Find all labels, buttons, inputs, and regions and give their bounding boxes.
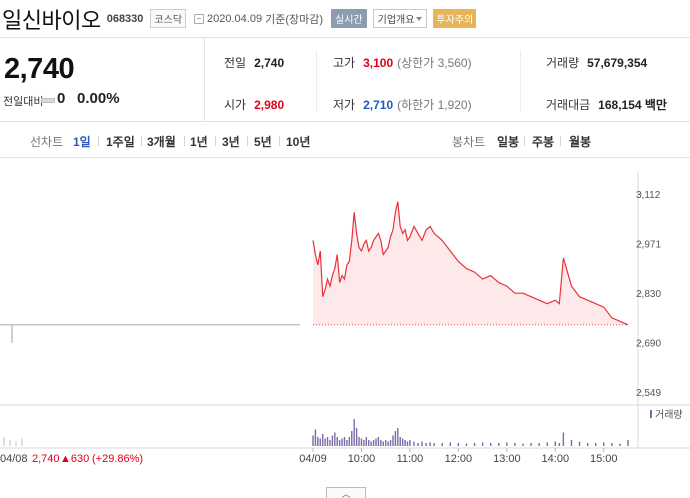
- realtime-button[interactable]: 실시간: [331, 9, 367, 28]
- investment-warning-badge: 투자주의: [433, 9, 477, 28]
- change-rate: 0.00%: [77, 90, 120, 107]
- low-price: 저가 2,710 (하한가 1,920): [333, 96, 472, 113]
- prev-close: 전일 2,740: [224, 54, 284, 71]
- x-tick-label: 04/09: [299, 453, 327, 465]
- divider: [524, 136, 525, 146]
- prev-close-value: 2,740: [254, 56, 285, 70]
- lower-limit-note: (하한가 1,920): [397, 98, 472, 112]
- price-area-fill: [313, 201, 628, 325]
- tab-1y[interactable]: 1년: [190, 135, 208, 149]
- y-tick-label: 2,690: [636, 338, 661, 349]
- x-tick-label: 10:00: [348, 453, 376, 465]
- price-chart-svg: 3,112 2,971 2,830 2,690 2,549 거래량 04/09 10:00…: [0, 172, 690, 465]
- stock-code: 068330: [106, 12, 144, 25]
- stock-name: 일신바이오: [2, 8, 101, 34]
- volume-label: 거래량: [546, 56, 580, 70]
- divider: [215, 136, 216, 146]
- high-price-value: 3,100: [363, 56, 394, 70]
- open-price: 시가 2,980: [224, 96, 284, 113]
- collapse-handle[interactable]: ︿: [326, 487, 366, 498]
- intraday-chart[interactable]: 3,112 2,971 2,830 2,690 2,549 거래량 04/09 10:00…: [0, 158, 690, 498]
- company-overview-label: 기업개요: [377, 15, 415, 26]
- low-price-label: 저가: [333, 98, 356, 112]
- divider: [141, 136, 142, 146]
- asof-date: 2020.04.09: [207, 12, 263, 25]
- x-tick-label: 11:00: [397, 453, 424, 465]
- prev-day-close: 2,740: [32, 453, 60, 465]
- period-selector: 선차트 1일 1주일 3개월 1년 3년 5년 10년 봉차트 일봉 주봉 월봉: [0, 122, 690, 158]
- tab-3y[interactable]: 3년: [222, 135, 240, 149]
- tab-daily-candle[interactable]: 일봉: [497, 135, 520, 149]
- open-price-label: 시가: [224, 98, 247, 112]
- caret-down-icon: [416, 16, 423, 21]
- stock-header: 일신바이오 068330 코스닥 2020.04.09 기준(장마감) 실시간 …: [0, 0, 690, 38]
- open-price-value: 2,980: [254, 98, 285, 112]
- flat-change-icon: [41, 98, 55, 103]
- y-tick-label: 2,971: [636, 240, 661, 251]
- volume-legend-mark: [650, 410, 652, 418]
- y-tick-label: 2,830: [636, 289, 661, 300]
- tab-1d[interactable]: 1일: [73, 135, 91, 149]
- calendar-icon: [194, 13, 205, 24]
- change-value: 0: [57, 90, 66, 107]
- quote-divider: [520, 50, 521, 112]
- tab-5y[interactable]: 5년: [254, 135, 272, 149]
- asof-status: 기준(장마감): [265, 13, 324, 26]
- company-overview-dropdown[interactable]: 기업개요: [372, 9, 428, 28]
- high-price-label: 고가: [333, 56, 356, 70]
- x-tick-label: 13:00: [493, 453, 521, 465]
- volume: 거래량 57,679,354: [546, 54, 647, 71]
- quote-panel: 2,740 전일대비 0 0.00% 전일 2,740 시가 2,980 고가 3,1…: [0, 38, 690, 122]
- chevron-up-icon: ︿: [341, 488, 351, 498]
- divider: [247, 136, 248, 146]
- candle-chart-label: 봉차트: [452, 135, 486, 149]
- volume-value: 57,679,354: [587, 56, 648, 70]
- change-label: 전일대비: [3, 96, 44, 108]
- tab-10y[interactable]: 10년: [286, 135, 311, 149]
- prev-day-rate: (+29.86%): [92, 453, 143, 465]
- quote-divider: [316, 50, 317, 112]
- divider: [98, 136, 99, 146]
- trade-amount: 거래대금 168,154 백만: [546, 96, 667, 113]
- divider: [184, 136, 185, 146]
- divider: [560, 136, 561, 146]
- line-chart-label: 선차트: [30, 135, 64, 149]
- prev-day-change: ▲630: [60, 453, 89, 465]
- tab-monthly-candle[interactable]: 월봉: [569, 135, 592, 149]
- y-tick-label: 3,112: [636, 190, 661, 201]
- x-tick-label: 12:00: [445, 453, 473, 465]
- y-tick-label: 2,549: [636, 388, 661, 399]
- tab-3m[interactable]: 3개월: [147, 135, 176, 149]
- upper-limit-note: (상한가 3,560): [397, 56, 472, 70]
- low-price-value: 2,710: [363, 98, 394, 112]
- x-tick-label: 14:00: [542, 453, 570, 465]
- volume-legend-label: 거래량: [655, 409, 683, 421]
- trade-amount-label: 거래대금: [546, 98, 591, 112]
- tab-weekly-candle[interactable]: 주봉: [532, 135, 555, 149]
- prev-day-date: 04/08: [0, 453, 28, 465]
- x-tick-label: 15:00: [590, 453, 618, 465]
- market-badge: 코스닥: [150, 9, 187, 28]
- high-price: 고가 3,100 (상한가 3,560): [333, 54, 472, 71]
- trade-amount-value: 168,154 백만: [598, 98, 667, 112]
- divider: [279, 136, 280, 146]
- current-price: 2,740: [4, 53, 75, 85]
- price-summary: 2,740 전일대비 0 0.00%: [0, 38, 205, 122]
- tab-1w[interactable]: 1주일: [106, 135, 135, 149]
- prev-close-label: 전일: [224, 56, 247, 70]
- price-series-line: [312, 201, 629, 326]
